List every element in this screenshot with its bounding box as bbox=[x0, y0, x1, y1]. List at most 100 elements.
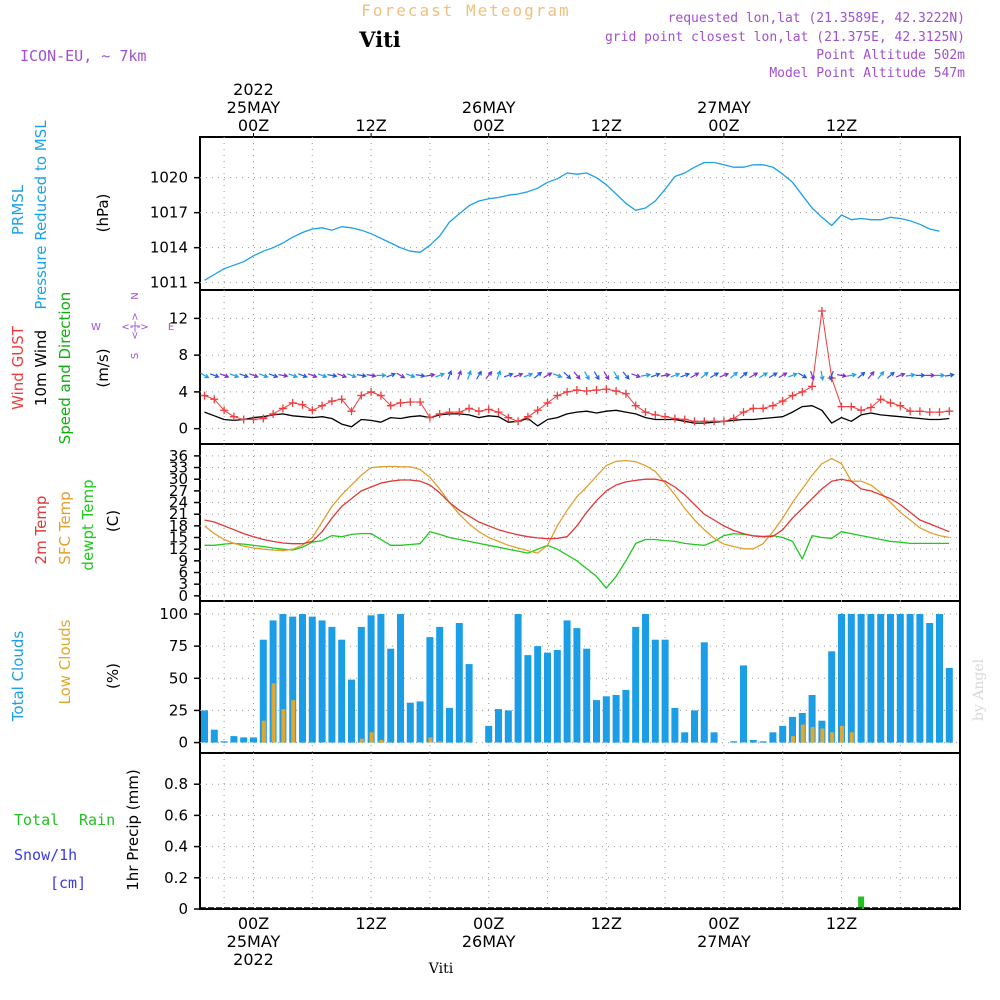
wind-unit-label: (m/s) bbox=[94, 348, 112, 387]
wind-direction-arrow bbox=[496, 369, 502, 380]
top-time-label: 26MAY bbox=[462, 98, 516, 117]
low-clouds-bar bbox=[438, 741, 443, 743]
requested-coords: requested lon,lat (21.3589E, 42.3222N) bbox=[668, 11, 965, 26]
gust-marker bbox=[327, 397, 336, 406]
footer-station: Viti bbox=[428, 961, 454, 977]
total-clouds-bar bbox=[299, 614, 306, 743]
total-clouds-bar bbox=[671, 707, 679, 743]
prmsl-label: PRMSL bbox=[9, 184, 27, 235]
gust-marker bbox=[641, 408, 650, 417]
gust-marker bbox=[318, 401, 327, 410]
low-clouds-bar bbox=[359, 738, 364, 743]
total-clouds-bar bbox=[583, 648, 591, 743]
gust-marker bbox=[416, 398, 425, 406]
total-clouds-bar bbox=[945, 668, 953, 743]
gust-marker bbox=[308, 406, 317, 415]
wind-direction-arrow bbox=[749, 372, 759, 379]
wind-direction-arrow bbox=[209, 373, 220, 379]
gust-marker bbox=[543, 398, 552, 407]
total-clouds-bar bbox=[387, 648, 395, 743]
total-clouds-bar bbox=[426, 637, 434, 743]
bottom-time-label: 12Z bbox=[355, 914, 386, 933]
total-clouds-bar bbox=[622, 689, 630, 743]
total-clouds-bar bbox=[514, 614, 522, 743]
wind-direction-arrow bbox=[788, 372, 798, 378]
wind-direction-arrow bbox=[670, 372, 681, 378]
wind-direction-arrow bbox=[739, 371, 748, 379]
gust-marker bbox=[514, 417, 523, 426]
bottom-time-label: 27MAY bbox=[697, 932, 751, 951]
wind-direction-arrow bbox=[415, 373, 426, 378]
y-tick-label: 0 bbox=[178, 734, 188, 752]
gust-marker bbox=[945, 407, 954, 416]
y-tick-label: 18 bbox=[169, 517, 188, 535]
total-clouds-bar bbox=[651, 639, 659, 743]
total-clouds-bar bbox=[916, 614, 924, 743]
y-tick-label: 21 bbox=[169, 505, 188, 523]
total-clouds-bar bbox=[416, 701, 424, 743]
low-clouds-bar bbox=[369, 732, 374, 743]
pressure-labels: PRMSL Pressure Reduced to MSL (hPa) bbox=[9, 120, 112, 310]
total-clouds-bar bbox=[642, 614, 649, 743]
gust-marker bbox=[572, 386, 581, 395]
total-clouds-bar bbox=[661, 639, 669, 743]
gust-marker bbox=[739, 408, 748, 417]
watermark: by Angel bbox=[971, 658, 987, 721]
y-tick-label: 33 bbox=[169, 459, 188, 477]
gust-marker bbox=[680, 415, 689, 424]
total-clouds-bar bbox=[397, 614, 404, 743]
wind-direction-arrow bbox=[640, 372, 652, 378]
gust-marker bbox=[220, 406, 229, 415]
wind-direction-arrow bbox=[552, 373, 563, 379]
total-clouds-bar bbox=[544, 652, 551, 743]
gust-marker bbox=[425, 413, 434, 422]
y-tick-label: 8 bbox=[178, 346, 188, 364]
gust-marker bbox=[435, 409, 444, 418]
gust-marker bbox=[896, 401, 905, 410]
gust-marker bbox=[768, 401, 777, 410]
temp-2m-line bbox=[204, 478, 950, 545]
total-clouds-bar bbox=[612, 695, 620, 743]
axis-ticks: 1011101410171020048120369121518212427303… bbox=[150, 169, 200, 918]
wind-direction-arrow bbox=[593, 371, 600, 381]
wind-direction-arrow bbox=[457, 369, 462, 380]
wind-direction-arrow bbox=[543, 372, 553, 379]
y-tick-label: 30 bbox=[169, 470, 188, 488]
dewpt-temp-label: dewpt Temp bbox=[79, 479, 97, 570]
wind-direction-arrow bbox=[249, 373, 259, 379]
gust-marker bbox=[367, 387, 376, 396]
wind-direction-arrow bbox=[523, 372, 534, 378]
gust-marker bbox=[866, 403, 875, 412]
total-clouds-bar bbox=[759, 741, 767, 743]
wind-direction-arrow bbox=[573, 371, 581, 380]
low-clouds-label: Low Clouds bbox=[56, 619, 74, 704]
total-clouds-bar bbox=[230, 736, 238, 743]
gust-marker bbox=[612, 386, 621, 395]
wind-direction-arrow bbox=[925, 372, 936, 378]
point-altitude: Point Altitude 502m bbox=[816, 48, 965, 63]
y-tick-label: 75 bbox=[169, 637, 188, 655]
gust-marker bbox=[200, 391, 209, 400]
wind-direction-arrow bbox=[396, 372, 406, 379]
top-time-label: 00Z bbox=[238, 116, 269, 135]
wind-direction-arrow bbox=[513, 372, 524, 378]
gust-marker bbox=[710, 417, 719, 426]
gust-marker bbox=[357, 391, 366, 400]
wind-direction-arrow bbox=[239, 373, 250, 379]
temp-unit-label: (C) bbox=[104, 510, 122, 532]
top-time-label: 27MAY bbox=[697, 98, 751, 117]
wind-direction-arrow bbox=[905, 372, 916, 378]
y-tick-label: 0.4 bbox=[164, 838, 188, 856]
wind-direction-arrow bbox=[829, 370, 834, 381]
y-tick-label: 0.2 bbox=[164, 869, 188, 887]
snow-label: Snow/1h bbox=[14, 846, 77, 864]
wind-direction-arrow bbox=[886, 371, 895, 379]
panel-frames bbox=[199, 136, 961, 910]
total-clouds-bar bbox=[495, 709, 502, 743]
wind-direction-arrow bbox=[768, 372, 778, 379]
cloud-unit-label: (%) bbox=[104, 663, 122, 689]
gust-marker bbox=[347, 407, 356, 416]
wind-direction-arrow bbox=[867, 370, 875, 380]
sfc-temp-label: SFC Temp bbox=[56, 491, 74, 564]
